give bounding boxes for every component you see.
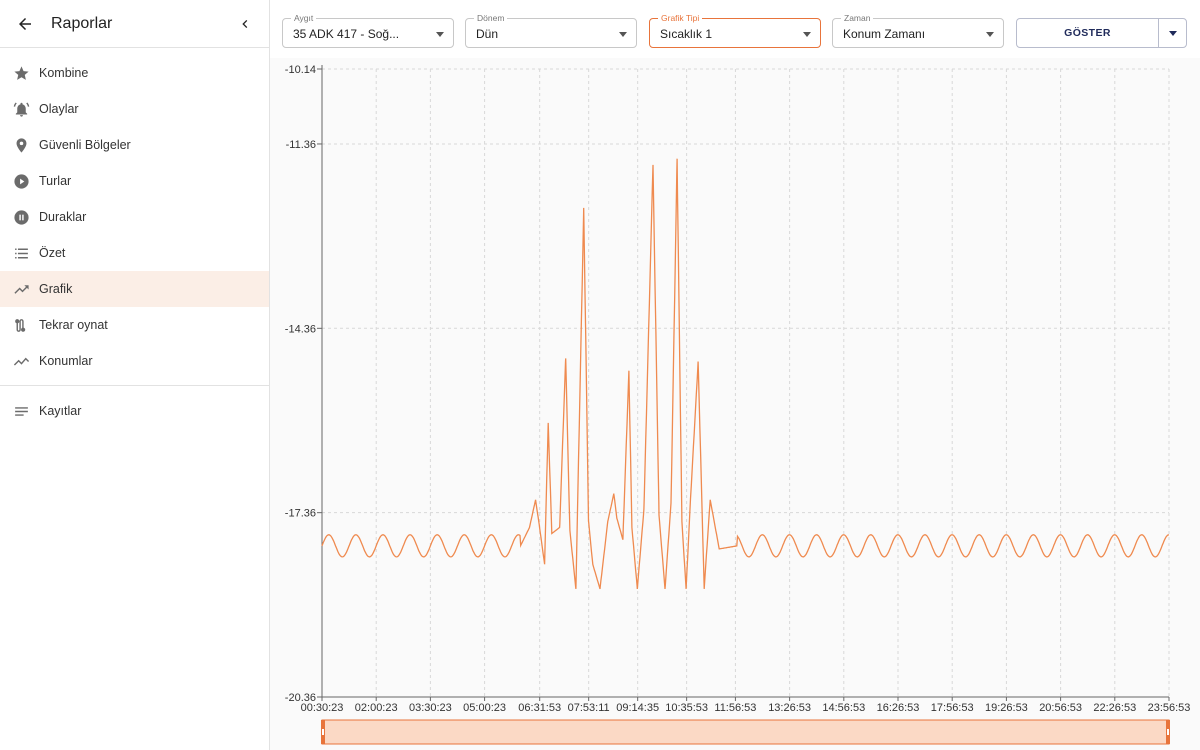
x-tick-label: 03:30:23 — [409, 702, 452, 714]
sidebar-item-grafik[interactable]: Grafik — [0, 271, 269, 307]
x-tick-label: 20:56:53 — [1039, 702, 1082, 714]
chart-area: -10.14 -11.36 -14.36 -17.36 -20.36 00:30:23 02… — [270, 58, 1200, 750]
page-title: Raporlar — [51, 14, 113, 32]
period-select-value: Dün — [476, 27, 499, 41]
show-button[interactable]: GÖSTER — [1064, 27, 1111, 39]
y-tick-label: -17.36 — [285, 508, 316, 520]
sidebar-item-label: Özet — [39, 246, 66, 260]
x-tick-label: 11:56:53 — [714, 702, 756, 714]
x-tick-label: 06:31:53 — [518, 702, 561, 714]
sidebar-item-label: Olaylar — [39, 102, 79, 116]
back-button[interactable] — [14, 13, 36, 35]
period-select-label: Dönem — [474, 12, 508, 24]
sidebar-item-label: Kombine — [39, 66, 89, 80]
x-tick-label: 07:53:11 — [568, 702, 610, 714]
x-tick-label: 16:26:53 — [877, 702, 920, 714]
notes-icon — [12, 402, 30, 420]
sidebar-item-tekrar-oynat[interactable]: Tekrar oynat — [0, 307, 269, 343]
x-tick-label: 10:35:53 — [665, 702, 708, 714]
show-options-button[interactable] — [1158, 19, 1186, 47]
x-tick-label: 13:26:53 — [768, 702, 811, 714]
collapse-sidebar-button[interactable] — [235, 14, 255, 34]
series-line — [321, 158, 1169, 590]
sidebar-item-konumlar[interactable]: Konumlar — [0, 343, 269, 379]
sidebar-item-duraklar[interactable]: Duraklar — [0, 199, 269, 235]
sidebar-item-label: Grafik — [39, 282, 73, 296]
device-select-value: 35 ADK 417 - Soğ... — [293, 27, 400, 41]
period-select[interactable]: Dönem Dün — [465, 12, 637, 48]
x-tick-label: 17:56:53 — [931, 702, 974, 714]
device-select[interactable]: Aygıt 35 ADK 417 - Soğ... — [282, 12, 454, 48]
x-tick-label: 09:14:35 — [616, 702, 659, 714]
sidebar-item-kayitlar[interactable]: Kayıtlar — [0, 393, 269, 429]
x-tick-label: 00:30:23 — [301, 702, 344, 714]
x-tick-label: 19:26:53 — [985, 702, 1028, 714]
x-tick-label: 14:56:53 — [822, 702, 865, 714]
sidebar-item-label: Tekrar oynat — [39, 318, 108, 332]
sidebar-divider — [0, 385, 269, 386]
y-tick-label: -20.36 — [285, 692, 316, 704]
sidebar-item-turlar[interactable]: Turlar — [0, 163, 269, 199]
chart-type-select[interactable]: Grafik Tipi Sıcaklık 1 — [649, 12, 821, 48]
sidebar-header: Raporlar — [0, 0, 269, 48]
sidebar-item-guvenli-bolgeler[interactable]: Güvenli Bölgeler — [0, 127, 269, 163]
range-handle-grip — [1167, 729, 1169, 735]
range-handle-grip — [322, 729, 324, 735]
sidebar-item-label: Turlar — [39, 174, 72, 188]
timeline-icon — [12, 352, 30, 370]
chart-type-select-value: Sıcaklık 1 — [660, 27, 713, 41]
route-icon — [12, 316, 30, 334]
caret-down-icon — [803, 32, 811, 37]
sidebar-item-kombine[interactable]: Kombine — [0, 55, 269, 91]
sidebar-item-label: Güvenli Bölgeler — [39, 138, 131, 152]
play-circle-icon — [12, 172, 30, 190]
chevron-left-icon — [242, 19, 248, 28]
caret-down-icon — [1168, 30, 1177, 36]
time-select[interactable]: Zaman Konum Zamanı — [832, 12, 1004, 48]
caret-down-icon — [436, 32, 444, 37]
sidebar-item-label: Kayıtlar — [39, 404, 82, 418]
y-tick-label: -11.36 — [286, 139, 316, 151]
sidebar-item-label: Duraklar — [39, 210, 87, 224]
x-tick-label: 22:26:53 — [1093, 702, 1136, 714]
sidebar: Raporlar Kombine Olaylar — [0, 0, 270, 750]
list-icon — [12, 244, 30, 262]
sidebar-item-label: Konumlar — [39, 354, 93, 368]
time-select-value: Konum Zamanı — [843, 27, 926, 41]
x-tick-label: 23:56:53 — [1148, 702, 1191, 714]
x-tick-label: 02:00:23 — [355, 702, 398, 714]
map-pin-icon — [12, 136, 30, 154]
arrow-left-icon — [19, 17, 31, 30]
x-tick-label: 05:00:23 — [463, 702, 506, 714]
y-tick-label: -14.36 — [285, 323, 316, 335]
show-button-group: GÖSTER — [1016, 18, 1187, 48]
caret-down-icon — [619, 32, 627, 37]
range-brush — [321, 719, 1170, 745]
y-tick-label: -10.14 — [285, 64, 316, 76]
time-select-label: Zaman — [841, 12, 874, 24]
star-icon — [12, 64, 30, 82]
sidebar-item-ozet[interactable]: Özet — [0, 235, 269, 271]
chart-type-select-label: Grafik Tipi — [658, 12, 703, 24]
sidebar-menu: Kombine Olaylar Güvenli Bölgeler Turlar — [0, 48, 269, 429]
caret-down-icon — [986, 32, 994, 37]
bell-icon — [12, 100, 30, 118]
trending-up-icon — [12, 280, 30, 298]
pause-circle-icon — [12, 208, 30, 226]
device-select-label: Aygıt — [291, 12, 317, 24]
filter-toolbar: Aygıt 35 ADK 417 - Soğ... Dönem Dün Graf… — [270, 0, 1200, 58]
sidebar-item-olaylar[interactable]: Olaylar — [0, 91, 269, 127]
